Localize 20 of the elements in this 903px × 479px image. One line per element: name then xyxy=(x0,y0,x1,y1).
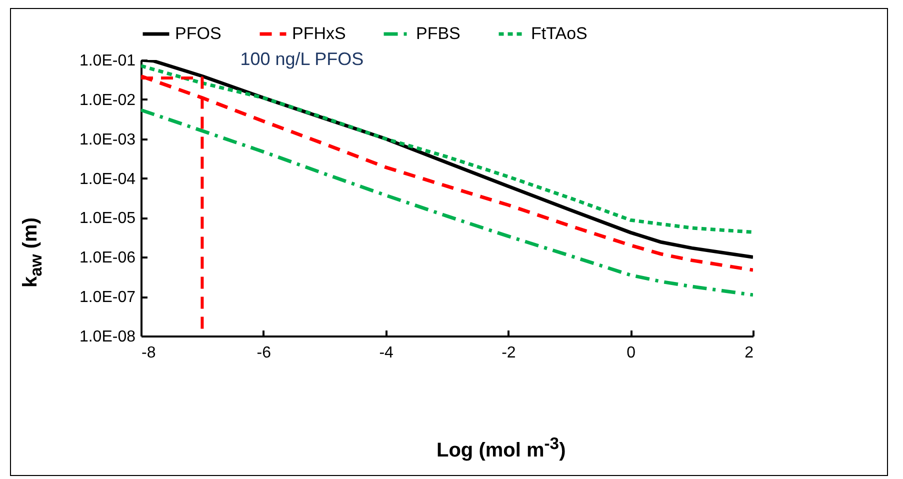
y-tick-label: 1.0E-04 xyxy=(79,170,136,188)
annotation: 100 ng/L PFOS xyxy=(240,48,364,69)
x-tick-label: -2 xyxy=(502,344,516,362)
y-tick-label: 1.0E-01 xyxy=(79,52,136,70)
legend-label: PFBS xyxy=(416,24,460,43)
y-tick-label: 1.0E-03 xyxy=(79,131,136,148)
x-tick-label: 2 xyxy=(744,344,754,362)
legend-label: PFOS xyxy=(175,24,222,43)
y-tick-label: 1.0E-05 xyxy=(79,210,136,228)
x-tick-label: -6 xyxy=(256,344,272,362)
y-tick-label: 1.0E-06 xyxy=(79,250,136,267)
y-tick-label: 1.0E-07 xyxy=(79,289,136,306)
x-tick-label: -4 xyxy=(379,344,394,362)
y-tick-label: 1.0E-02 xyxy=(79,92,136,109)
legend-label: PFHxS xyxy=(292,24,346,43)
x-axis-title: Log (mol m$^{-3}$) xyxy=(436,434,566,463)
x-tick-label: 0 xyxy=(626,344,636,362)
y-tick-label: 1.0E-08 xyxy=(79,328,136,346)
legend-label: FtTAoS xyxy=(531,24,588,43)
x-tick-label: -8 xyxy=(142,344,156,362)
